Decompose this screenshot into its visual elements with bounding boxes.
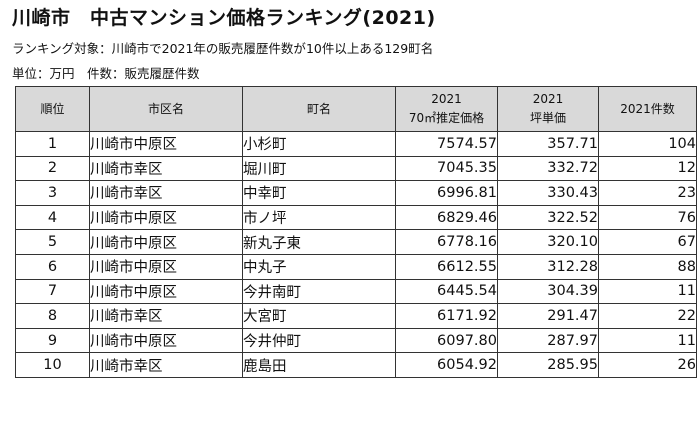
town-cell: 新丸子東 [242,229,396,255]
tsubo-price-cell: 330.43 [497,180,599,206]
table-row: 4 川崎市中原区 市ノ坪 6829.46 322.52 76 [15,204,697,231]
rank-cell: 8 [15,303,90,329]
rank-cell: 1 [15,131,90,157]
header-count: 2021件数 [598,86,697,132]
table-row: 7 川崎市中原区 今井南町 6445.54 304.39 11 [15,278,697,305]
header-estimated-price-year: 2021 [431,92,462,106]
page-title: 川崎市 中古マンション価格ランキング(2021) [12,7,436,29]
tsubo-price-cell: 320.10 [497,229,599,255]
count-cell: 26 [598,352,697,378]
town-cell: 鹿島田 [242,352,396,378]
table-row: 1 川崎市中原区 小杉町 7574.57 357.71 104 [15,131,697,157]
header-row: 順位 市区名 町名 2021 70㎡推定価格 2021 坪単価 2021件数 [15,86,697,132]
tsubo-price-cell: 357.71 [497,131,599,157]
ranking-criteria: ランキング対象：川崎市で2021年の販売履歴件数が10件以上ある129町名 [12,41,434,56]
header-tsubo-price-year: 2021 [532,92,564,106]
tsubo-price-cell: 287.97 [497,327,599,354]
price-cell: 6829.46 [395,204,498,231]
table-row: 8 川崎市幸区 大宮町 6171.92 291.47 22 [15,303,697,329]
count-cell: 88 [598,253,697,280]
rank-cell: 4 [15,204,90,231]
table-row: 2 川崎市幸区 堀川町 7045.35 332.72 12 [15,155,697,182]
count-cell: 104 [598,131,697,157]
rank-cell: 3 [15,180,90,206]
town-cell: 市ノ坪 [242,204,396,231]
tsubo-price-cell: 332.72 [497,155,599,182]
table-row: 3 川崎市幸区 中幸町 6996.81 330.43 23 [15,180,697,206]
header-town: 町名 [242,86,396,132]
tsubo-price-cell: 312.28 [497,253,599,280]
town-cell: 中丸子 [242,253,396,280]
table-row: 6 川崎市中原区 中丸子 6612.55 312.28 88 [15,253,697,280]
table-row: 9 川崎市中原区 今井仲町 6097.80 287.97 11 [15,327,697,354]
rank-cell: 10 [15,352,90,378]
header-estimated-price: 2021 70㎡推定価格 [395,86,498,132]
town-cell: 今井南町 [242,278,396,305]
price-cell: 6612.55 [395,253,498,280]
table-header: 順位 市区名 町名 2021 70㎡推定価格 2021 坪単価 2021件数 [15,86,697,132]
table-row: 5 川崎市中原区 新丸子東 6778.16 320.10 67 [15,229,697,255]
price-cell: 6778.16 [395,229,498,255]
count-cell: 23 [598,180,697,206]
tsubo-price-cell: 322.52 [497,204,599,231]
tsubo-price-cell: 304.39 [497,278,599,305]
ward-cell: 川崎市中原区 [89,253,243,280]
table-row: 10 川崎市幸区 鹿島田 6054.92 285.95 26 [15,352,697,378]
price-cell: 7574.57 [395,131,498,157]
price-cell: 7045.35 [395,155,498,182]
rank-cell: 7 [15,278,90,305]
count-cell: 22 [598,303,697,329]
price-cell: 6054.92 [395,352,498,378]
town-cell: 小杉町 [242,131,396,157]
price-cell: 6996.81 [395,180,498,206]
table-body: 1 川崎市中原区 小杉町 7574.57 357.71 104 2 川崎市幸区 … [15,131,697,378]
count-cell: 67 [598,229,697,255]
ward-cell: 川崎市幸区 [89,155,243,182]
count-cell: 11 [598,327,697,354]
tsubo-price-cell: 285.95 [497,352,599,378]
ward-cell: 川崎市中原区 [89,327,243,354]
ward-cell: 川崎市中原区 [89,204,243,231]
town-cell: 大宮町 [242,303,396,329]
rank-cell: 6 [15,253,90,280]
rank-cell: 2 [15,155,90,182]
count-cell: 12 [598,155,697,182]
ward-cell: 川崎市中原区 [89,278,243,305]
header-estimated-price-label: 70㎡推定価格 [408,111,485,125]
ward-cell: 川崎市幸区 [89,180,243,206]
price-cell: 6097.80 [395,327,498,354]
price-cell: 6171.92 [395,303,498,329]
ranking-table: 順位 市区名 町名 2021 70㎡推定価格 2021 坪単価 2021件数 1… [15,86,697,378]
rank-cell: 9 [15,327,90,354]
rank-cell: 5 [15,229,90,255]
header-tsubo-price-label: 坪単価 [529,111,566,125]
header-rank: 順位 [15,86,90,132]
ward-cell: 川崎市幸区 [89,352,243,378]
ward-cell: 川崎市中原区 [89,229,243,255]
header-tsubo-price: 2021 坪単価 [497,86,599,132]
ward-cell: 川崎市幸区 [89,303,243,329]
header-ward: 市区名 [89,86,243,132]
town-cell: 中幸町 [242,180,396,206]
count-cell: 76 [598,204,697,231]
price-cell: 6445.54 [395,278,498,305]
town-cell: 堀川町 [242,155,396,182]
ward-cell: 川崎市中原区 [89,131,243,157]
town-cell: 今井仲町 [242,327,396,354]
count-cell: 11 [598,278,697,305]
units-note: 単位：万円 件数：販売履歴件数 [12,66,200,81]
tsubo-price-cell: 291.47 [497,303,599,329]
